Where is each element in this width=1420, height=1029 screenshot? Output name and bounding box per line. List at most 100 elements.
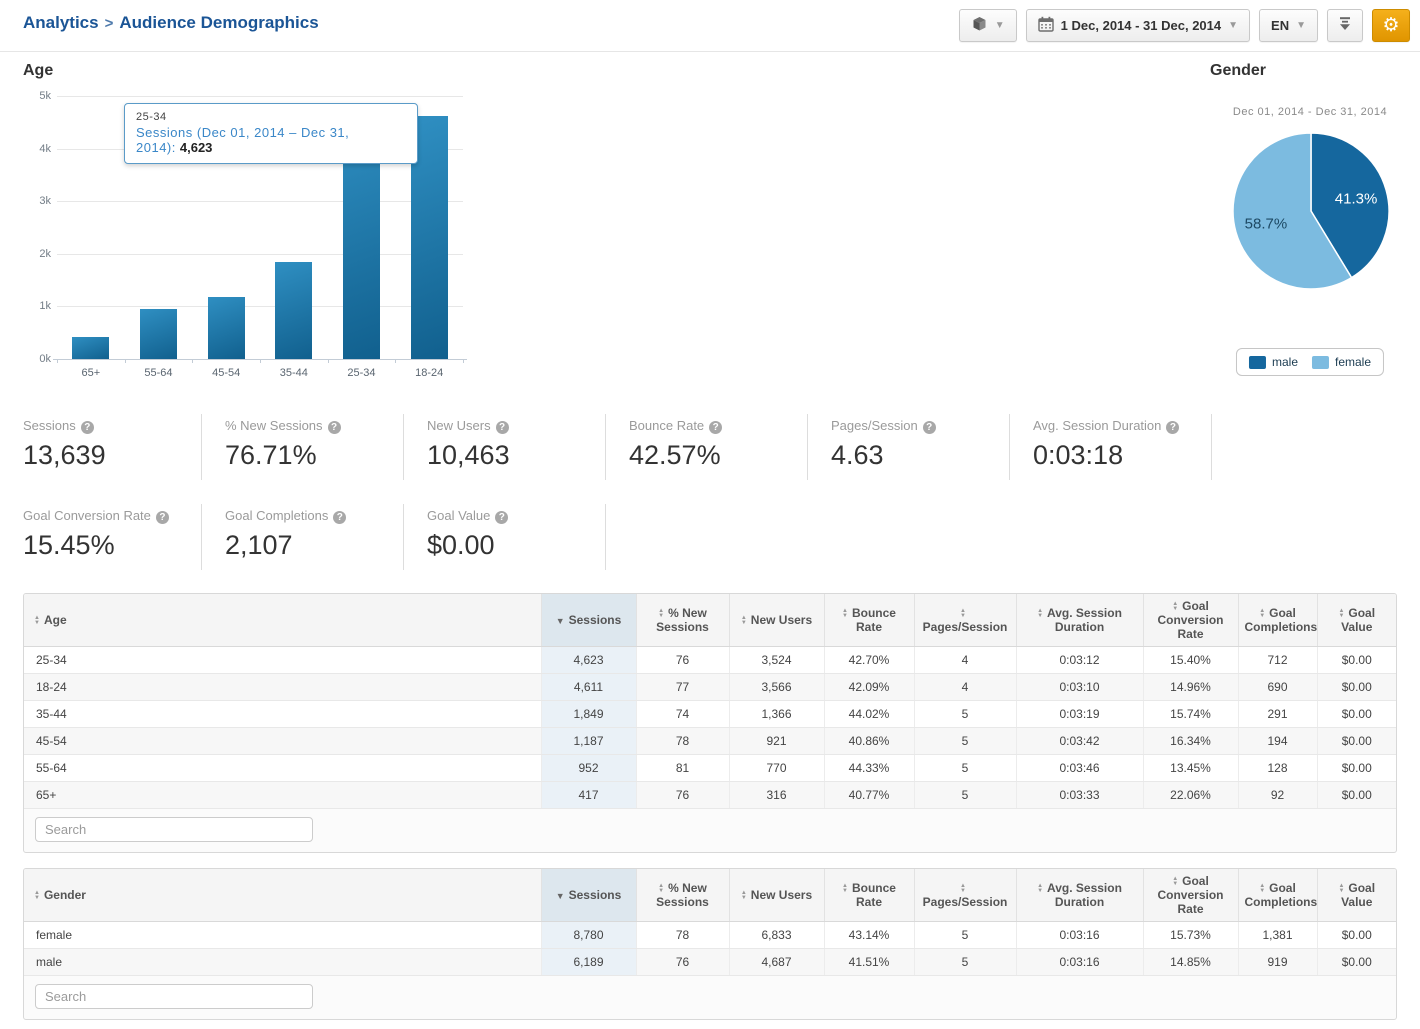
column-header-gender[interactable]: ▲▼Gender bbox=[24, 869, 541, 921]
y-axis-tick-label: 2k bbox=[23, 248, 51, 260]
column-header-avg-session-duration[interactable]: ▲▼Avg. Session Duration bbox=[1016, 594, 1143, 646]
sort-icon: ▲▼ bbox=[1037, 884, 1043, 894]
y-axis-tick-label: 0k bbox=[23, 353, 51, 365]
column-header--new-sessions[interactable]: ▲▼% New Sessions bbox=[636, 869, 729, 921]
legend-swatch-male bbox=[1249, 356, 1266, 369]
column-header-age[interactable]: ▲▼Age bbox=[24, 594, 541, 646]
table-cell: 76 bbox=[636, 948, 729, 975]
table-cell: 15.73% bbox=[1143, 921, 1238, 948]
help-icon[interactable]: ? bbox=[496, 421, 509, 434]
table-cell: 41.51% bbox=[824, 948, 914, 975]
gear-icon: ⚙ bbox=[1382, 16, 1399, 35]
table-cell: 919 bbox=[1238, 948, 1317, 975]
age-bar-chart: 25-34 Sessions (Dec 01, 2014 – Dec 31, 2… bbox=[23, 86, 473, 388]
table-cell: 0:03:42 bbox=[1016, 727, 1143, 754]
age-table-search-input[interactable] bbox=[35, 817, 313, 842]
table-cell: 16.34% bbox=[1143, 727, 1238, 754]
sort-icon: ▲▼ bbox=[1172, 877, 1178, 887]
column-header-goal-completions[interactable]: ▲▼Goal Completions bbox=[1238, 869, 1317, 921]
table-cell: 40.86% bbox=[824, 727, 914, 754]
column-header-goal-conversion-rate[interactable]: ▲▼Goal Conversion Rate bbox=[1143, 594, 1238, 646]
help-icon[interactable]: ? bbox=[495, 511, 508, 524]
metric-label-text: Avg. Session Duration bbox=[1033, 418, 1161, 433]
age-bar-5564[interactable] bbox=[140, 309, 177, 359]
x-axis-tickmark bbox=[463, 359, 464, 363]
column-header-bounce-rate[interactable]: ▲▼Bounce Rate bbox=[824, 594, 914, 646]
x-axis-category-label: 35-44 bbox=[260, 367, 328, 379]
language-button[interactable]: EN ▼ bbox=[1259, 9, 1318, 42]
pie-slice-label-male: 41.3% bbox=[1335, 190, 1378, 207]
table-cell: 42.70% bbox=[824, 646, 914, 673]
age-table-search-row bbox=[24, 809, 1396, 852]
column-header--new-sessions[interactable]: ▲▼% New Sessions bbox=[636, 594, 729, 646]
pie-date-subtitle: Dec 01, 2014 - Dec 31, 2014 bbox=[1210, 106, 1410, 118]
chevron-down-icon: ▼ bbox=[1228, 20, 1238, 31]
metric-label-text: Goal Completions bbox=[225, 508, 328, 523]
table-cell: 4 bbox=[914, 673, 1016, 700]
column-header-goal-conversion-rate[interactable]: ▲▼Goal Conversion Rate bbox=[1143, 869, 1238, 921]
download-button[interactable] bbox=[1327, 9, 1363, 42]
metric-card-goal-conversion-rate: Goal Conversion Rate?15.45% bbox=[0, 504, 202, 570]
table-cell: 770 bbox=[729, 754, 824, 781]
help-icon[interactable]: ? bbox=[328, 421, 341, 434]
age-bar-65+[interactable] bbox=[72, 337, 109, 359]
help-icon[interactable]: ? bbox=[333, 511, 346, 524]
table-cell: 5 bbox=[914, 727, 1016, 754]
legend-item-male[interactable]: male bbox=[1249, 355, 1298, 369]
column-header-sessions[interactable]: ▼Sessions bbox=[541, 869, 636, 921]
help-icon[interactable]: ? bbox=[709, 421, 722, 434]
help-icon[interactable]: ? bbox=[81, 421, 94, 434]
help-icon[interactable]: ? bbox=[923, 421, 936, 434]
table-cell: 0:03:12 bbox=[1016, 646, 1143, 673]
x-axis-tickmark bbox=[260, 359, 261, 363]
column-header-bounce-rate[interactable]: ▲▼Bounce Rate bbox=[824, 869, 914, 921]
gender-section-title: Gender bbox=[1210, 62, 1266, 80]
table-row: 25-344,623763,52442.70%40:03:1215.40%712… bbox=[24, 646, 1396, 673]
table-cell: 128 bbox=[1238, 754, 1317, 781]
column-header-label: Goal Completions bbox=[1245, 881, 1318, 909]
column-header-pages-session[interactable]: ▲▼Pages/Session bbox=[914, 869, 1016, 921]
breadcrumb: Analytics>Audience Demographics bbox=[23, 13, 319, 33]
table-cell: 25-34 bbox=[24, 646, 541, 673]
metric-value: 42.57% bbox=[629, 440, 797, 471]
chevron-down-icon: ▼ bbox=[995, 20, 1005, 31]
column-header-goal-completions[interactable]: ▲▼Goal Completions bbox=[1238, 594, 1317, 646]
table-row: 35-441,849741,36644.02%50:03:1915.74%291… bbox=[24, 700, 1396, 727]
chevron-down-icon: ▼ bbox=[1296, 20, 1306, 31]
age-bar-3544[interactable] bbox=[275, 262, 312, 359]
sort-icon: ▲▼ bbox=[1172, 602, 1178, 612]
column-header-sessions[interactable]: ▼Sessions bbox=[541, 594, 636, 646]
metric-label-text: Goal Conversion Rate bbox=[23, 508, 151, 523]
column-header-pages-session[interactable]: ▲▼Pages/Session bbox=[914, 594, 1016, 646]
x-axis-category-label: 18-24 bbox=[395, 367, 463, 379]
help-icon[interactable]: ? bbox=[156, 511, 169, 524]
column-header-goal-value[interactable]: ▲▼Goal Value bbox=[1317, 594, 1396, 646]
sort-icon: ▲▼ bbox=[658, 609, 664, 619]
x-axis-category-label: 65+ bbox=[57, 367, 125, 379]
breadcrumb-analytics-link[interactable]: Analytics bbox=[23, 13, 99, 32]
column-header-label: Pages/Session bbox=[923, 620, 1008, 634]
y-gridline bbox=[57, 201, 463, 202]
settings-button[interactable]: ⚙ bbox=[1372, 9, 1410, 42]
column-header-goal-value[interactable]: ▲▼Goal Value bbox=[1317, 869, 1396, 921]
table-cell: 40.77% bbox=[824, 781, 914, 808]
age-bar-4554[interactable] bbox=[208, 297, 245, 359]
metric-card-pages-session: Pages/Session?4.63 bbox=[808, 414, 1010, 480]
column-header-avg-session-duration[interactable]: ▲▼Avg. Session Duration bbox=[1016, 869, 1143, 921]
metric-value: 76.71% bbox=[225, 440, 393, 471]
table-cell: 5 bbox=[914, 921, 1016, 948]
gender-table-search-input[interactable] bbox=[35, 984, 313, 1009]
x-axis-tickmark bbox=[395, 359, 396, 363]
column-header-new-users[interactable]: ▲▼New Users bbox=[729, 869, 824, 921]
table-cell: 92 bbox=[1238, 781, 1317, 808]
date-range-button[interactable]: 1 Dec, 2014 - 31 Dec, 2014 ▼ bbox=[1026, 9, 1250, 42]
table-cell: 15.74% bbox=[1143, 700, 1238, 727]
metric-value: 10,463 bbox=[427, 440, 595, 471]
legend-item-female[interactable]: female bbox=[1312, 355, 1371, 369]
module-select-button[interactable]: ▼ bbox=[959, 9, 1017, 42]
help-icon[interactable]: ? bbox=[1166, 421, 1179, 434]
column-header-label: Gender bbox=[44, 888, 86, 902]
column-header-new-users[interactable]: ▲▼New Users bbox=[729, 594, 824, 646]
table-cell: 18-24 bbox=[24, 673, 541, 700]
table-cell: 14.85% bbox=[1143, 948, 1238, 975]
